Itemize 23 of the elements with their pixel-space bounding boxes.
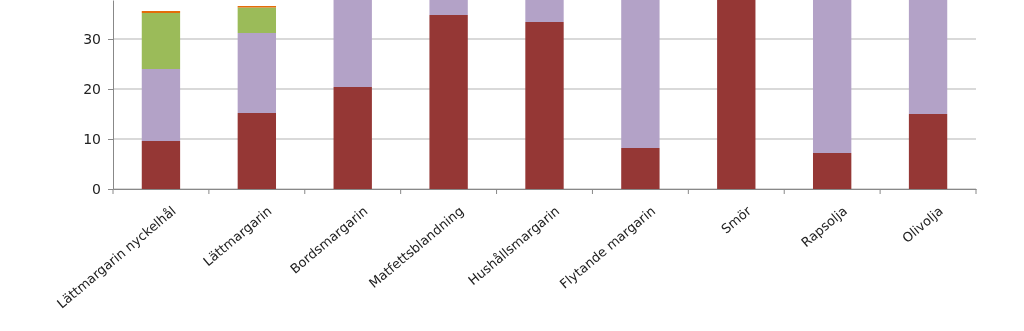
bar <box>621 148 660 189</box>
bar <box>429 0 468 15</box>
bar <box>908 0 948 114</box>
bar <box>333 87 372 189</box>
bar <box>237 33 277 113</box>
bar <box>812 153 852 189</box>
bar <box>908 114 948 189</box>
y-tick-label: 0 <box>92 180 101 197</box>
bar <box>621 0 660 148</box>
bar <box>429 15 468 189</box>
bar <box>141 141 181 189</box>
y-tick-label: 10 <box>83 130 101 147</box>
bar <box>525 22 564 189</box>
bar <box>141 13 181 69</box>
bar <box>525 0 564 22</box>
y-tick-label: 20 <box>83 80 101 97</box>
bar <box>141 69 181 141</box>
bar <box>812 0 852 153</box>
bar <box>717 0 756 189</box>
bar <box>237 113 277 189</box>
bar <box>237 7 277 33</box>
y-tick-label: 30 <box>83 30 101 47</box>
bar <box>333 0 372 87</box>
